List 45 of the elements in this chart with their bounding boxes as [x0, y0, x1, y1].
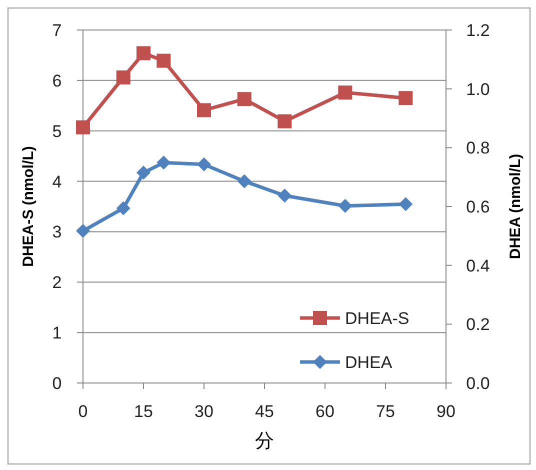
point	[116, 201, 130, 216]
point	[338, 198, 352, 213]
x-tick-label: 0	[78, 402, 88, 421]
x-tick-label: 60	[316, 402, 334, 421]
y2-tick-label: 0.2	[466, 315, 490, 334]
x-tick-label: 75	[376, 402, 395, 421]
point	[197, 157, 211, 172]
point	[136, 166, 150, 180]
point	[156, 54, 171, 68]
y2-tick-label: 0.0	[466, 374, 490, 393]
legend-label: DHEA-S	[345, 309, 410, 328]
x-tick-label: 90	[436, 402, 456, 421]
x-tick-label: 15	[134, 402, 153, 421]
point	[116, 70, 130, 84]
point	[136, 46, 150, 60]
x-tick-label: 45	[255, 402, 274, 421]
y-tick-label: 1	[52, 324, 62, 343]
y2-tick-label: 0.8	[466, 138, 490, 158]
y-tick-label: 6	[52, 71, 62, 90]
point	[76, 120, 90, 134]
point	[76, 224, 90, 238]
legend-label: DHEA	[345, 353, 393, 372]
y2-tick-label: 0.4	[466, 256, 490, 276]
point	[237, 174, 252, 188]
point	[278, 188, 292, 203]
y-tick-label: 3	[52, 222, 62, 242]
x-axis-title: 分	[255, 431, 274, 452]
y2-tick-label: 0.6	[466, 198, 490, 216]
y-tick-label: 0	[52, 374, 62, 393]
point	[197, 103, 211, 118]
point	[398, 197, 413, 212]
point	[156, 156, 171, 170]
y-tick-label: 2	[52, 273, 62, 292]
y2-tick-label: 1.2	[466, 21, 490, 40]
point	[338, 86, 352, 100]
y2-axis-title: DHEA (nmol/L)	[507, 154, 524, 260]
y-tick-label: 7	[52, 21, 62, 40]
y-tick-label: 5	[52, 122, 62, 141]
point	[398, 91, 413, 106]
y-tick-label: 4	[52, 172, 62, 192]
y-axis-title: DHEA-S (nmol/L)	[20, 146, 37, 267]
y2-tick-label: 1.0	[466, 80, 490, 99]
point	[278, 114, 292, 128]
point	[237, 92, 252, 106]
x-tick-label: 30	[194, 402, 214, 421]
